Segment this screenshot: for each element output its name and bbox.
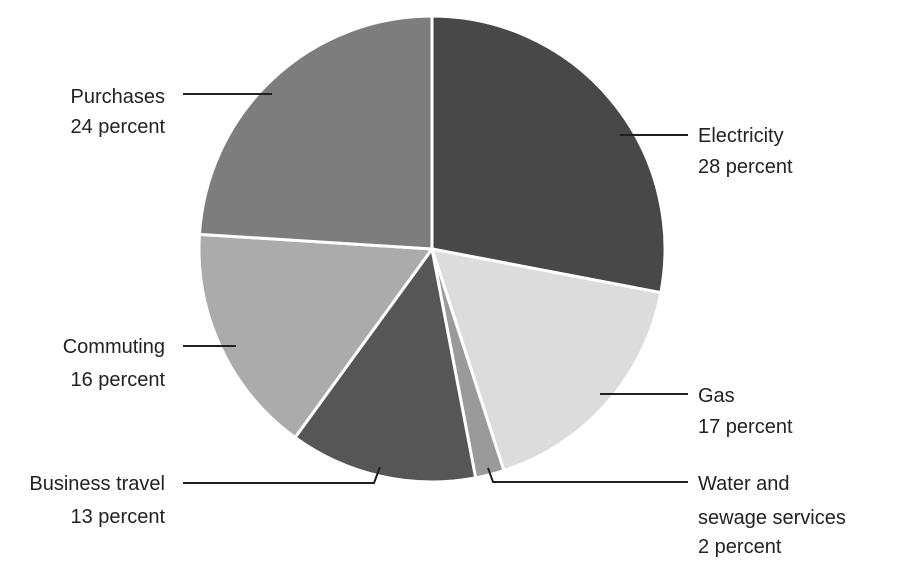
value-water: 2 percent [698,536,782,558]
label-electricity: Electricity [698,125,784,147]
value-business-travel: 13 percent [70,506,165,528]
label-purchases: Purchases [71,86,166,108]
leader-business-travel [183,466,381,484]
leader-lines [183,93,688,484]
value-purchases: 24 percent [70,116,165,138]
pie-slices [197,14,667,484]
slice-gas [429,247,663,473]
value-electricity: 28 percent [698,156,793,178]
value-gas: 17 percent [698,416,793,438]
label-water-line2: sewage services [698,507,846,529]
label-commuting: Commuting [63,336,165,358]
label-water-line1: Water and [698,473,790,495]
value-commuting: 16 percent [70,369,165,391]
leader-water [487,467,688,483]
slice-electricity [430,14,667,295]
label-gas: Gas [698,385,735,407]
slice-commuting [197,232,435,440]
slice-purchases [197,14,434,251]
slice-business-travel [292,245,478,484]
label-business-travel: Business travel [29,473,165,495]
